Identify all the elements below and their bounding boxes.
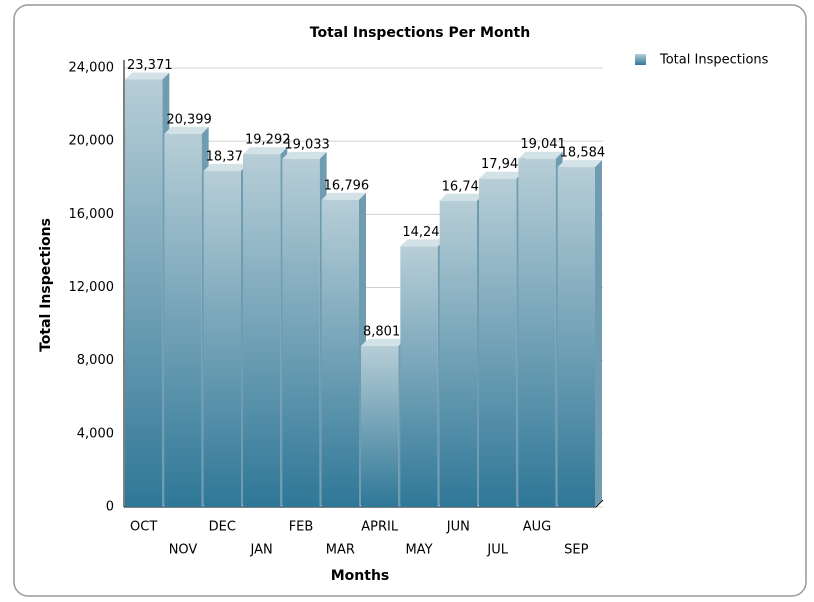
value-label: 19,292 xyxy=(245,133,291,148)
bar xyxy=(557,167,595,507)
y-tick-label: 12,000 xyxy=(69,280,115,295)
bar xyxy=(439,200,477,507)
x-tick-label: OCT xyxy=(130,520,157,535)
x-tick-label: FEB xyxy=(289,520,314,535)
value-label: 16,796 xyxy=(324,178,370,193)
bar-top xyxy=(518,151,563,159)
y-axis-label: Total Inspections xyxy=(38,218,54,352)
legend-swatch xyxy=(635,54,646,65)
bar xyxy=(125,79,163,507)
bar xyxy=(518,158,556,507)
value-label: 14,248 xyxy=(402,225,448,240)
value-label: 18,374 xyxy=(206,149,252,164)
bar-top xyxy=(400,239,445,247)
x-tick-label: DEC xyxy=(209,520,236,535)
value-label: 17,946 xyxy=(481,157,527,172)
bar-top xyxy=(243,147,288,155)
x-tick-label: MAR xyxy=(326,543,355,558)
bar xyxy=(243,154,281,507)
bar xyxy=(321,199,359,507)
bar xyxy=(282,158,320,507)
value-label: 20,399 xyxy=(166,112,212,127)
y-tick-label: 24,000 xyxy=(69,61,115,76)
value-label: 8,801 xyxy=(363,325,400,340)
bar-top xyxy=(321,192,366,200)
bar-top xyxy=(125,72,170,80)
x-tick-label: JUL xyxy=(486,543,508,558)
bar-top xyxy=(439,193,484,201)
x-tick-label: MAY xyxy=(405,543,432,558)
value-label: 19,041 xyxy=(520,137,566,152)
bar-top xyxy=(361,339,406,347)
y-tick-label: 4,000 xyxy=(77,426,114,441)
bar-side xyxy=(595,160,602,507)
legend-label: Total Inspections xyxy=(659,53,769,68)
x-tick-label: JUN xyxy=(446,520,470,535)
value-label: 19,033 xyxy=(284,137,330,152)
x-axis-label: Months xyxy=(331,568,390,584)
bar-top xyxy=(557,160,602,168)
value-label: 23,371 xyxy=(127,58,173,73)
bar xyxy=(400,246,438,507)
x-tick-label: AUG xyxy=(523,520,551,535)
bar-top xyxy=(164,126,209,134)
y-tick-label: 0 xyxy=(106,500,114,515)
value-label: 18,584 xyxy=(560,146,606,161)
x-tick-label: APRIL xyxy=(361,520,399,535)
bar-top xyxy=(203,163,248,171)
y-tick-label: 20,000 xyxy=(69,134,115,149)
bar xyxy=(203,170,241,507)
value-label: 16,742 xyxy=(442,179,488,194)
bar xyxy=(479,178,517,508)
bar xyxy=(361,346,399,507)
y-tick-label: 16,000 xyxy=(69,207,115,222)
x-tick-label: JAN xyxy=(250,543,273,558)
bar-top xyxy=(282,151,327,159)
chart-title: Total Inspections Per Month xyxy=(310,25,530,41)
y-tick-label: 8,000 xyxy=(77,353,114,368)
bar xyxy=(164,133,202,507)
bar-top xyxy=(479,171,524,179)
x-tick-label: SEP xyxy=(564,543,588,558)
floor-edge xyxy=(595,499,604,508)
x-tick-label: NOV xyxy=(169,543,198,558)
